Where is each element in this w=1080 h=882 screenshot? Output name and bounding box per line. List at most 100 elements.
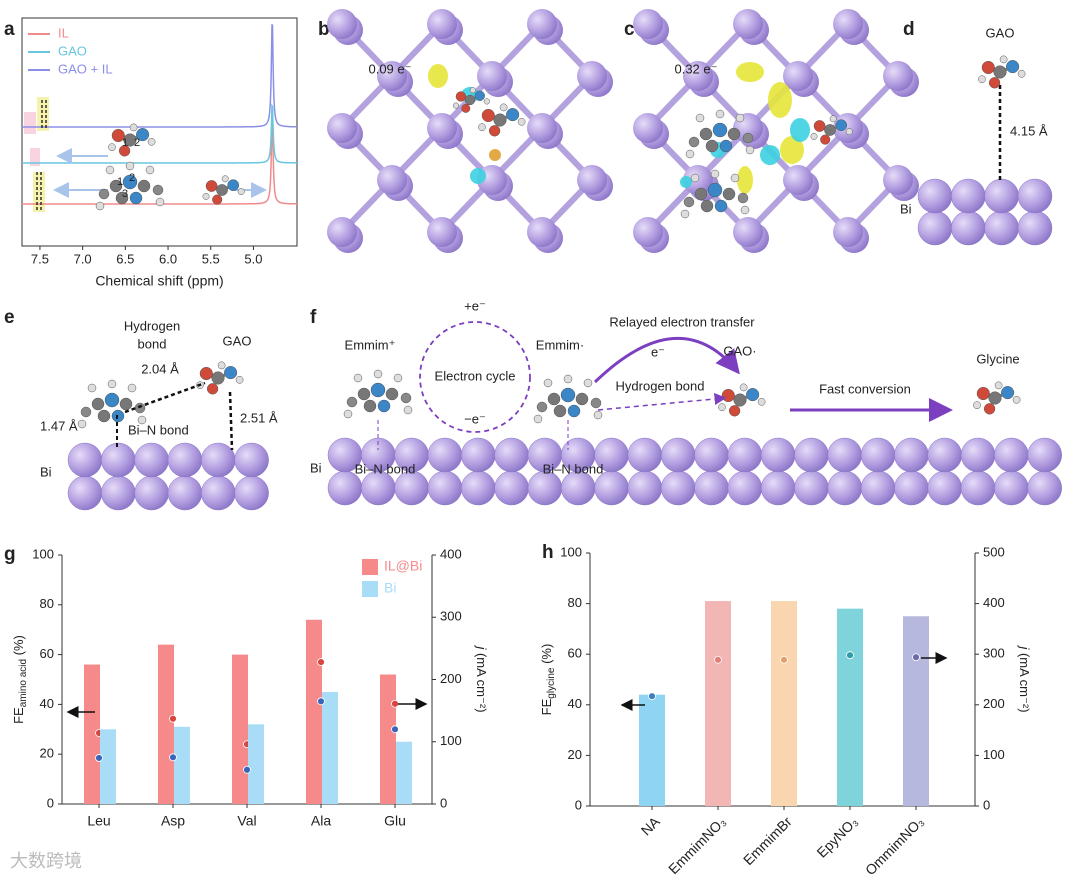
bi-atom [461,470,496,506]
label: GAO [986,25,1015,40]
atom [343,409,353,419]
bi-atom [883,61,913,91]
atom [994,381,1003,390]
label: Emmim· [536,337,584,352]
atom [481,108,495,123]
atom [719,139,733,153]
atom [988,391,1002,405]
y2-tick-label: 400 [983,595,1005,610]
label: e⁻ [651,344,665,359]
atom [680,209,690,219]
j-point [169,753,177,762]
atom [152,184,164,196]
bi-atom [461,437,496,473]
panel-letter: e [4,307,15,328]
y2-tick-label: 200 [983,696,1005,711]
atom [757,397,766,406]
legend-label: IL@Bi [384,558,422,574]
atom [105,165,115,175]
isosurface [790,118,810,142]
atom [211,371,225,385]
atom [91,397,105,411]
atom [536,401,548,413]
bi-atom [1017,210,1053,246]
label: 2.51 Å [240,410,278,425]
label: Hydrogen [124,318,180,333]
atom [216,184,228,196]
bi-atom [101,442,136,478]
x-tick-label: NA [638,813,664,839]
bi-atom [327,9,357,39]
atom [97,409,111,423]
atom [129,191,143,205]
atom [217,361,226,370]
x-tick-label: 7.5 [31,251,49,266]
atom [80,406,92,418]
atom [973,401,981,410]
bi-atom [134,442,169,478]
bi-atom [994,437,1029,473]
y2-axis-label-part: j [1017,644,1032,650]
atom [357,387,371,401]
label: 1 [117,176,123,188]
dash [124,381,206,414]
bi-atom [577,61,607,91]
atom [824,124,836,136]
y2-axis-label: j (mA cm⁻²) [474,644,489,712]
label: Bi–N bond [543,461,604,476]
x-tick-label: Asp [161,813,185,829]
atom [685,149,695,159]
y2-tick-label: 300 [983,646,1005,661]
atom [483,98,490,105]
x-tick-label: 5.5 [202,251,220,266]
isosurface [470,168,486,184]
bi-atom [234,475,269,511]
atom [137,415,147,425]
y-tick-label: 20 [568,747,582,762]
atom [829,115,837,123]
y-tick-label: 80 [40,596,54,611]
atom [739,383,748,392]
bi-atom [427,113,457,143]
atom [147,137,156,146]
atom [464,94,476,106]
bar [705,601,731,806]
label: +e⁻ [464,298,486,313]
bi-atom [627,470,663,506]
bi-atom [733,9,763,39]
label: 2 [134,137,140,149]
bi-atom [494,470,529,506]
isosurface [428,64,448,88]
y2-axis-label: j (mA cm⁻²) [1017,644,1032,712]
x-tick-label: 6.0 [159,251,177,266]
x-tick-label: Val [237,813,256,829]
bi-atom [733,217,763,247]
atom [533,414,543,424]
legend-swatch [362,559,378,575]
label: 0.32 e⁻ [674,61,717,76]
atom [136,128,150,142]
atom [845,128,853,136]
x-tick-label: 5.0 [244,251,262,266]
y2-tick-label: 200 [440,671,462,686]
label: 1 [122,137,128,149]
bi-atom [494,437,529,473]
x-tick-label: Ala [311,813,331,829]
y-axis-label-part: FE [539,698,554,715]
j-point [912,653,920,662]
atom [978,75,986,84]
atom [700,199,714,213]
atom [122,174,138,190]
isosurface [780,136,804,164]
bar [771,601,797,806]
isosurface [760,145,780,165]
bi-atom [627,437,663,473]
bi-atom [951,210,986,246]
bi-atom [927,437,963,473]
legend-label: Bi [384,580,396,596]
x-tick-label: Leu [87,813,110,829]
bi-atom [327,217,357,247]
watermark: 大数跨境 [10,851,82,871]
bi-atom [101,475,136,511]
bi-atom [201,442,236,478]
